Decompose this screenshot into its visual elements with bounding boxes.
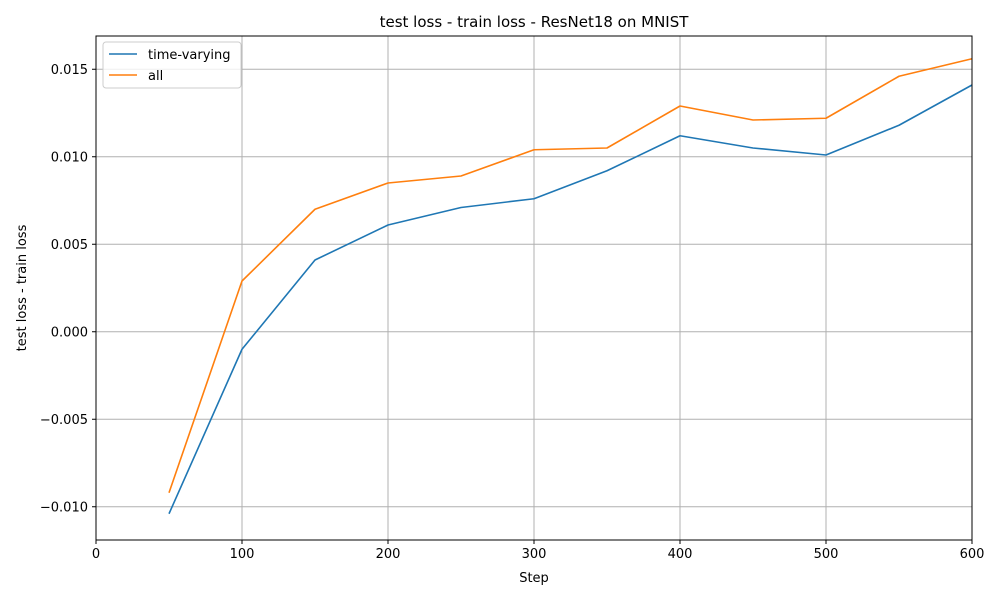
series-line-time-varying (168, 84, 973, 515)
x-tick-label: 600 (960, 547, 985, 562)
x-tick-label: 100 (230, 547, 255, 562)
grid (95, 36, 973, 540)
axis-ticks: 0 100 200 300 400 500 600 −0.010 −0.005 0.000 0.00… (40, 63, 985, 562)
x-tick-label: 400 (668, 547, 693, 562)
x-tick-label: 300 (522, 547, 547, 562)
x-axis-label: Step (519, 571, 549, 586)
y-tick-label: 0.000 (51, 325, 88, 340)
series-lines (168, 57, 973, 515)
series-line-all (168, 57, 973, 494)
chart-title: test loss - train loss - ResNet18 on MNI… (380, 13, 690, 31)
x-tick-label: 500 (814, 547, 839, 562)
x-tick-label: 200 (376, 547, 401, 562)
y-axis-label: test loss - train loss (15, 224, 30, 351)
y-tick-label: −0.005 (40, 413, 88, 428)
y-tick-label: 0.010 (51, 150, 88, 165)
y-tick-label: 0.005 (51, 238, 88, 253)
legend-box (102, 41, 242, 89)
legend-label-all: all (148, 69, 163, 84)
y-tick-label: 0.015 (51, 63, 88, 78)
x-tick-label: 0 (92, 547, 100, 562)
y-tick-label: −0.010 (40, 500, 88, 515)
legend-label-time-varying: time-varying (148, 48, 231, 63)
legend: time-varying all (102, 41, 242, 89)
